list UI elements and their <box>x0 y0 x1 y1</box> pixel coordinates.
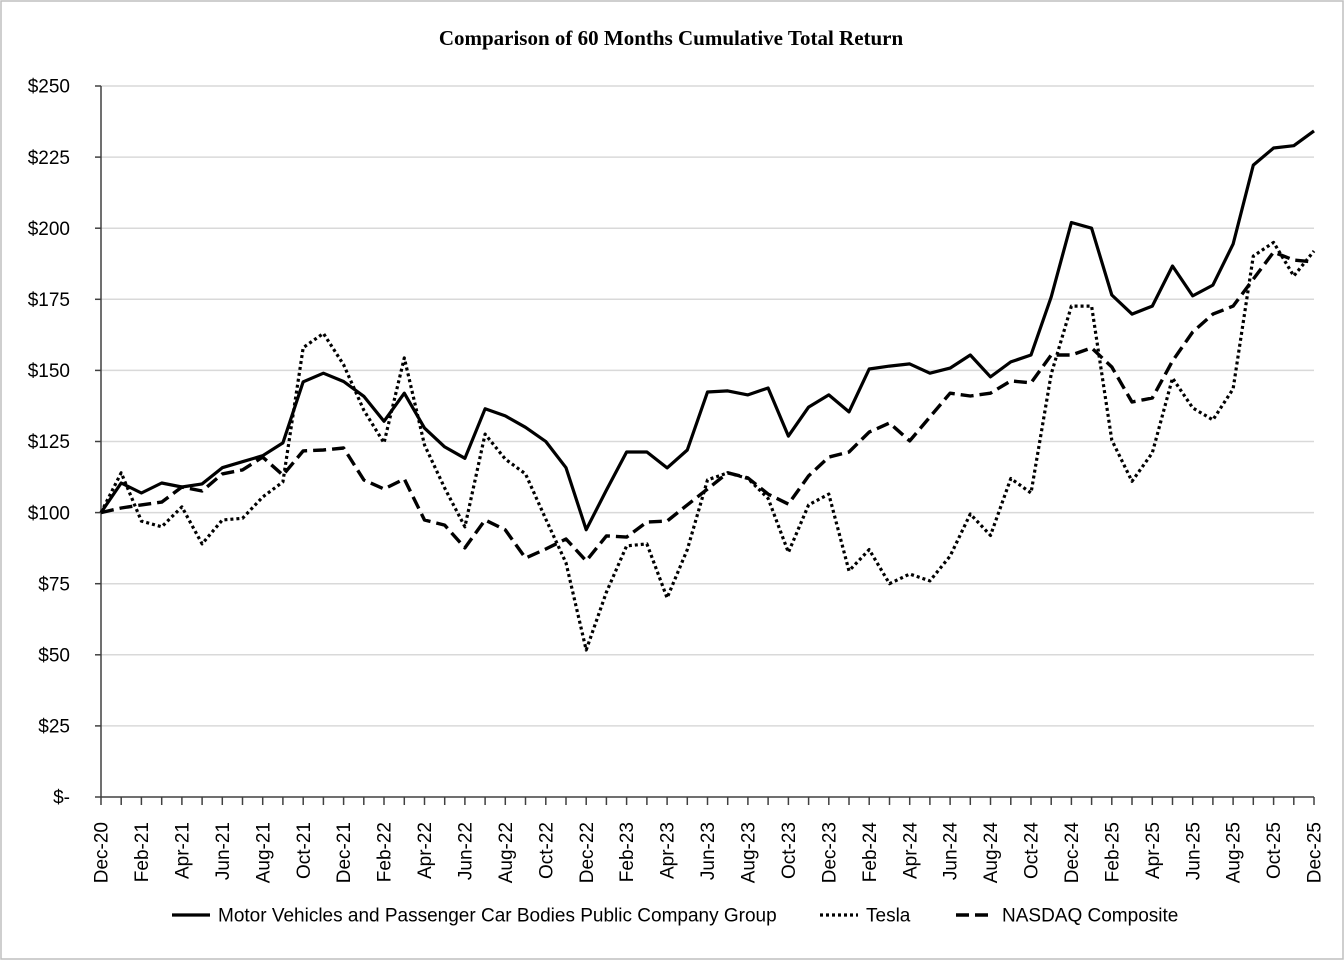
x-axis-labels: Dec-20 Feb-21 Apr-21 Jun-21 Aug-21 Oct-21 Dec-… <box>92 822 1326 884</box>
y-tick-label: $100 <box>28 503 70 524</box>
x-tick-label: Oct-23 <box>779 822 800 879</box>
y-tick-label: $175 <box>28 290 70 311</box>
y-tick-label: $- <box>53 788 70 809</box>
x-tick-label: Jun-22 <box>456 822 477 880</box>
series-line-nasdaq-composite <box>100 250 1315 563</box>
y-tick-label: $200 <box>28 219 70 240</box>
x-tick-label: Dec-21 <box>334 822 355 883</box>
x-tick-label: Aug-21 <box>253 822 274 883</box>
x-tick-label: Feb-25 <box>1102 822 1123 882</box>
axes <box>95 85 1315 805</box>
gridlines <box>101 85 1314 727</box>
x-tick-label: Apr-25 <box>1143 822 1164 879</box>
x-tick-label: Apr-24 <box>900 822 921 879</box>
y-tick-label: $50 <box>38 645 70 666</box>
x-tick-label: Feb-21 <box>132 822 153 882</box>
x-tick-label: Feb-24 <box>860 822 881 883</box>
y-tick-label: $25 <box>38 717 70 738</box>
x-tick-label: Jun-25 <box>1183 822 1204 880</box>
legend-item-nasdaq-composite: NASDAQ Composite <box>956 906 1178 927</box>
series-line-tesla <box>99 240 1316 652</box>
legend-label: NASDAQ Composite <box>1002 906 1178 927</box>
x-tick-label: Aug-23 <box>739 822 760 883</box>
x-tick-label: Feb-22 <box>375 822 396 882</box>
x-tick-label: Dec-25 <box>1305 822 1326 883</box>
x-tick-label: Apr-23 <box>658 822 679 879</box>
x-tick-label: Jun-23 <box>698 822 719 880</box>
x-tick-label: Aug-25 <box>1224 822 1245 883</box>
y-tick-label: $75 <box>38 574 70 595</box>
series-line-motor-vehicles-and-passenger-car-bodies-public-company-group <box>99 129 1315 532</box>
legend-item-motor-vehicles: Motor Vehicles and Passenger Car Bodies … <box>172 906 777 927</box>
legend-label: Motor Vehicles and Passenger Car Bodies … <box>218 906 777 927</box>
legend-item-tesla: Tesla <box>820 906 911 927</box>
x-tick-label: Dec-24 <box>1062 822 1083 884</box>
x-tick-label: Aug-24 <box>981 822 1002 884</box>
x-tick-label: Oct-25 <box>1264 822 1285 879</box>
x-tick-label: Aug-22 <box>496 822 517 883</box>
y-axis-labels: $- $25 $50 $75 $100 $125 $150 $175 $200 $225 $250 <box>28 77 70 809</box>
x-tick-label: Jun-24 <box>941 822 962 881</box>
x-tick-label: Jun-21 <box>213 822 234 880</box>
legend: Motor Vehicles and Passenger Car Bodies … <box>172 906 1178 927</box>
y-tick-label: $250 <box>28 77 70 98</box>
x-tick-label: Apr-22 <box>415 822 436 879</box>
x-tick-label: Dec-20 <box>92 822 113 883</box>
x-tick-label: Apr-21 <box>173 822 194 879</box>
x-tick-label: Dec-23 <box>819 822 840 883</box>
y-tick-label: $125 <box>28 432 70 453</box>
y-tick-label: $150 <box>28 361 70 382</box>
x-tick-label: Oct-21 <box>294 822 315 879</box>
x-tick-label: Dec-22 <box>577 822 598 883</box>
x-tick-label: Feb-23 <box>617 822 638 882</box>
legend-label: Tesla <box>866 906 911 927</box>
y-tick-label: $225 <box>28 148 70 169</box>
chart-title: Comparison of 60 Months Cumulative Total… <box>439 26 904 50</box>
x-tick-label: Oct-24 <box>1022 822 1043 879</box>
series-lines <box>99 129 1316 652</box>
x-tick-label: Oct-22 <box>536 822 557 879</box>
